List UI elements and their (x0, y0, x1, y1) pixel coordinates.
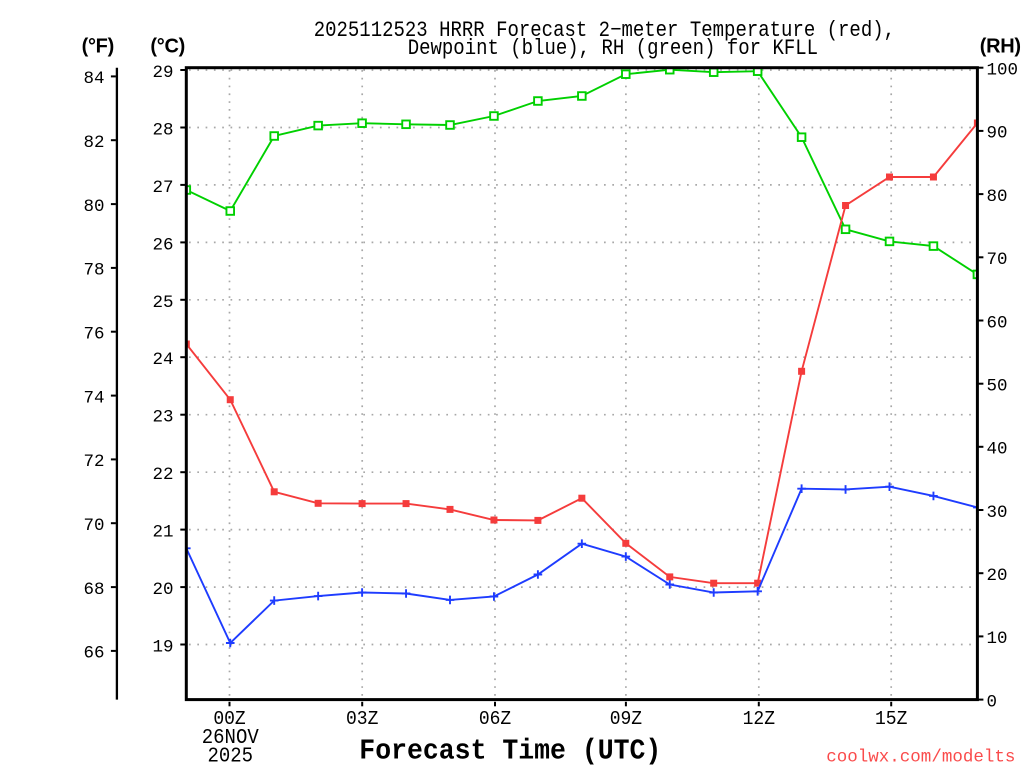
svg-text:82: 82 (83, 133, 104, 153)
svg-text:20: 20 (152, 580, 173, 600)
svg-text:19: 19 (152, 638, 173, 658)
svg-text:Forecast Time (UTC): Forecast Time (UTC) (359, 735, 661, 767)
svg-text:2025: 2025 (207, 744, 253, 768)
svg-text:27: 27 (152, 178, 173, 198)
svg-text:(°F): (°F) (82, 36, 114, 58)
svg-text:90: 90 (987, 124, 1008, 144)
svg-text:60: 60 (987, 313, 1008, 333)
svg-text:74: 74 (83, 388, 104, 408)
svg-text:0: 0 (987, 692, 998, 712)
svg-text:21: 21 (152, 523, 173, 543)
svg-text:30: 30 (987, 503, 1008, 523)
svg-text:09Z: 09Z (610, 707, 642, 730)
svg-text:(°C): (°C) (150, 36, 185, 58)
svg-text:40: 40 (987, 440, 1008, 460)
svg-text:2025112523 HRRR Forecast 2−met: 2025112523 HRRR Forecast 2−meter Tempera… (314, 19, 895, 44)
svg-text:80: 80 (83, 197, 104, 217)
svg-text:22: 22 (152, 465, 173, 485)
svg-text:72: 72 (83, 452, 104, 472)
svg-text:28: 28 (152, 121, 173, 141)
svg-text:29: 29 (152, 63, 173, 83)
svg-text:15Z: 15Z (875, 707, 907, 730)
svg-text:50: 50 (987, 377, 1008, 397)
svg-text:70: 70 (987, 250, 1008, 270)
svg-text:06Z: 06Z (479, 707, 511, 730)
svg-text:78: 78 (83, 261, 104, 281)
svg-text:80: 80 (987, 187, 1008, 207)
svg-text:coolwx.com/modelts: coolwx.com/modelts (826, 747, 1015, 767)
svg-text:76: 76 (83, 325, 104, 345)
svg-text:26: 26 (152, 235, 173, 255)
svg-text:12Z: 12Z (743, 707, 775, 730)
svg-text:23: 23 (152, 408, 173, 428)
svg-text:66: 66 (83, 644, 104, 664)
svg-text:20: 20 (987, 566, 1008, 586)
svg-text:10: 10 (987, 629, 1008, 649)
svg-text:03Z: 03Z (346, 707, 378, 730)
svg-text:25: 25 (152, 293, 173, 313)
svg-text:00Z: 00Z (213, 707, 245, 730)
svg-text:(RH): (RH) (980, 36, 1021, 58)
svg-text:68: 68 (83, 580, 104, 600)
svg-text:70: 70 (83, 516, 104, 536)
svg-text:24: 24 (152, 350, 173, 370)
svg-text:Dewpoint (blue), RH (green) fo: Dewpoint (blue), RH (green) for KFLL (408, 37, 818, 62)
svg-text:26NOV: 26NOV (202, 725, 259, 749)
svg-text:84: 84 (83, 69, 104, 89)
svg-text:100: 100 (987, 61, 1019, 81)
